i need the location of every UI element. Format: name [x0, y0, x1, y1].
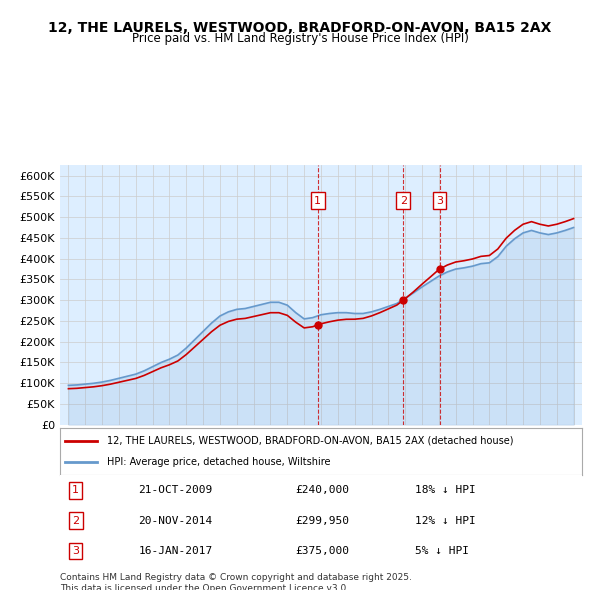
Text: 18% ↓ HPI: 18% ↓ HPI — [415, 485, 476, 495]
Text: Contains HM Land Registry data © Crown copyright and database right 2025.
This d: Contains HM Land Registry data © Crown c… — [60, 573, 412, 590]
Text: 3: 3 — [436, 195, 443, 205]
Text: £299,950: £299,950 — [295, 516, 349, 526]
Text: £240,000: £240,000 — [295, 485, 349, 495]
Text: 20-NOV-2014: 20-NOV-2014 — [139, 516, 212, 526]
Text: 16-JAN-2017: 16-JAN-2017 — [139, 546, 212, 556]
Text: £375,000: £375,000 — [295, 546, 349, 556]
Text: Price paid vs. HM Land Registry's House Price Index (HPI): Price paid vs. HM Land Registry's House … — [131, 32, 469, 45]
Text: 5% ↓ HPI: 5% ↓ HPI — [415, 546, 469, 556]
Text: 3: 3 — [72, 546, 79, 556]
Text: 2: 2 — [72, 516, 79, 526]
Text: 12% ↓ HPI: 12% ↓ HPI — [415, 516, 476, 526]
Text: 1: 1 — [314, 195, 322, 205]
Text: 12, THE LAURELS, WESTWOOD, BRADFORD-ON-AVON, BA15 2AX (detached house): 12, THE LAURELS, WESTWOOD, BRADFORD-ON-A… — [107, 436, 514, 446]
Text: 2: 2 — [400, 195, 407, 205]
Text: HPI: Average price, detached house, Wiltshire: HPI: Average price, detached house, Wilt… — [107, 457, 331, 467]
Text: 1: 1 — [72, 485, 79, 495]
Text: 21-OCT-2009: 21-OCT-2009 — [139, 485, 212, 495]
Text: 12, THE LAURELS, WESTWOOD, BRADFORD-ON-AVON, BA15 2AX: 12, THE LAURELS, WESTWOOD, BRADFORD-ON-A… — [49, 21, 551, 35]
